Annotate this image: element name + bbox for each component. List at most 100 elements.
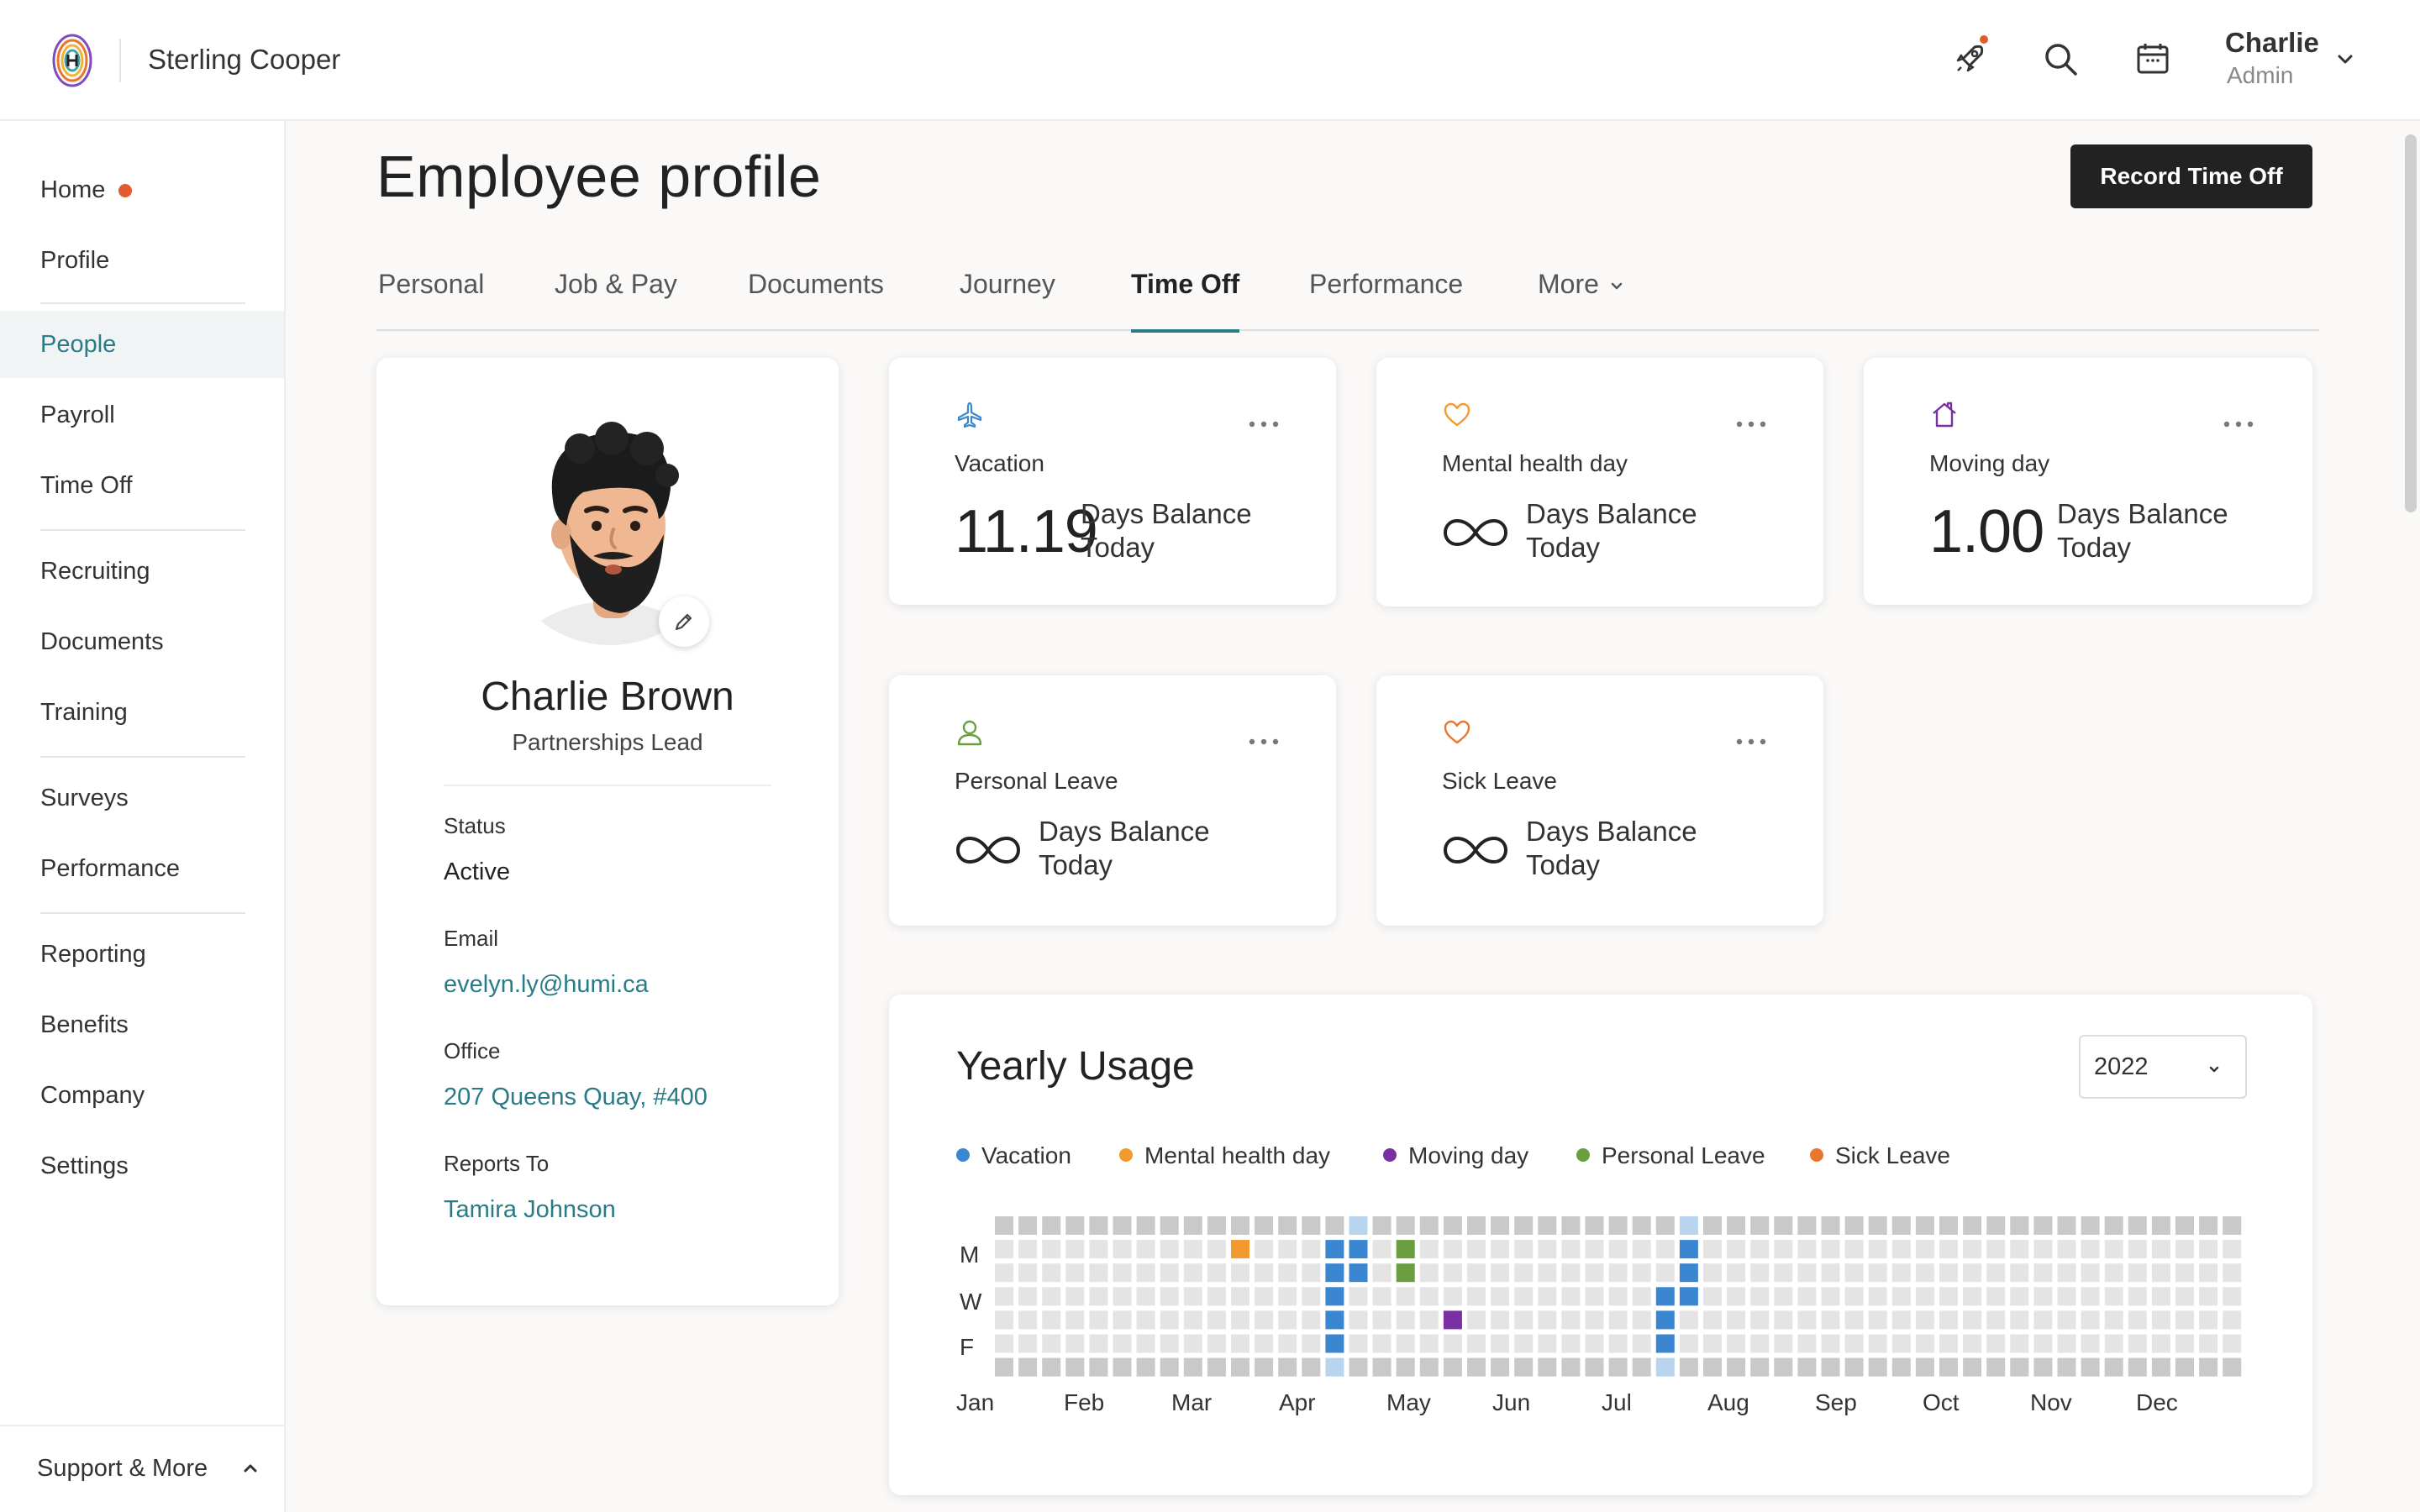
usage-cell-vacation[interactable]	[1349, 1263, 1368, 1283]
support-and-more-button[interactable]: Support & More	[0, 1425, 284, 1512]
usage-cell	[2199, 1357, 2218, 1377]
usage-cell	[1727, 1263, 1746, 1283]
usage-cell-vacation[interactable]	[1349, 1240, 1368, 1259]
legend-personal-leave: Personal Leave	[1576, 1142, 1765, 1169]
sidebar-item-benefits[interactable]: Benefits	[0, 991, 284, 1058]
usage-cell-vacation[interactable]	[1679, 1287, 1698, 1306]
year-select-value: 2022	[2094, 1053, 2149, 1080]
usage-cell	[1065, 1216, 1085, 1235]
sidebar-item-reporting[interactable]: Reporting	[0, 921, 284, 988]
usage-cell-holiday[interactable]	[1655, 1357, 1675, 1377]
sidebar-item-recruiting[interactable]: Recruiting	[0, 538, 284, 605]
more-options-icon[interactable]	[1734, 736, 1768, 748]
usage-cell-vacation[interactable]	[1679, 1263, 1698, 1283]
usage-cell-vacation[interactable]	[1655, 1287, 1675, 1306]
usage-cell	[1514, 1240, 1534, 1259]
office-link[interactable]: 207 Queens Quay, #400	[444, 1084, 708, 1110]
user-name[interactable]: Charlie	[2225, 27, 2319, 58]
rocket-button[interactable]	[1949, 35, 1990, 82]
usage-cell-personal-leave[interactable]	[1396, 1263, 1415, 1283]
usage-cell-vacation[interactable]	[1655, 1334, 1675, 1353]
usage-cell	[1042, 1240, 1061, 1259]
usage-cell-mental-health-day[interactable]	[1231, 1240, 1249, 1259]
sidebar-item-home[interactable]: Home	[0, 156, 284, 223]
usage-cell	[1160, 1216, 1179, 1235]
usage-cell-vacation[interactable]	[1325, 1334, 1344, 1353]
usage-cell-vacation[interactable]	[1325, 1263, 1344, 1283]
usage-cell	[2175, 1240, 2194, 1259]
usage-cell-vacation[interactable]	[1679, 1240, 1698, 1259]
usage-cell	[1585, 1216, 1604, 1235]
tab-journey[interactable]: Journey	[960, 269, 1055, 299]
usage-cell	[1255, 1216, 1274, 1235]
chevron-down-icon[interactable]	[2333, 47, 2358, 72]
usage-cell	[1302, 1287, 1321, 1306]
usage-cell	[1844, 1357, 1864, 1377]
usage-cell-holiday[interactable]	[1349, 1216, 1368, 1235]
year-select[interactable]: 2022	[2079, 1035, 2247, 1099]
tab-documents[interactable]: Documents	[748, 269, 884, 299]
email-link[interactable]: evelyn.ly@humi.ca	[444, 971, 649, 998]
sidebar-item-surveys[interactable]: Surveys	[0, 764, 284, 832]
sidebar-item-training[interactable]: Training	[0, 679, 284, 746]
more-options-icon[interactable]	[1734, 418, 1768, 430]
usage-cell	[1302, 1263, 1321, 1283]
tab-time-off[interactable]: Time Off	[1131, 269, 1240, 333]
usage-cell-holiday[interactable]	[1325, 1357, 1344, 1377]
usage-cell	[2057, 1310, 2076, 1330]
usage-cell-personal-leave[interactable]	[1396, 1240, 1415, 1259]
more-options-icon[interactable]	[2222, 418, 2255, 430]
usage-cell	[1750, 1357, 1770, 1377]
usage-cell	[1113, 1334, 1132, 1353]
usage-cell	[1065, 1263, 1085, 1283]
tab-more[interactable]: More	[1538, 269, 1626, 329]
record-time-off-button[interactable]: Record Time Off	[2070, 144, 2312, 208]
usage-cell	[1018, 1357, 1038, 1377]
calendar-button[interactable]	[2133, 39, 2173, 82]
sidebar-item-documents[interactable]: Documents	[0, 608, 284, 675]
usage-cell	[2104, 1334, 2123, 1353]
usage-cell	[2104, 1287, 2123, 1306]
usage-cell	[1868, 1310, 1887, 1330]
tab-performance[interactable]: Performance	[1309, 269, 1464, 299]
usage-cell	[1561, 1287, 1581, 1306]
usage-cell-holiday[interactable]	[1679, 1216, 1698, 1235]
sidebar-item-payroll[interactable]: Payroll	[0, 381, 284, 449]
usage-cell	[1963, 1263, 1982, 1283]
tab-job-pay[interactable]: Job & Pay	[555, 269, 677, 299]
edit-avatar-button[interactable]	[659, 596, 709, 647]
page-scrollbar-thumb[interactable]	[2405, 134, 2417, 512]
balance-unit: Days Balance Today	[1526, 498, 1697, 563]
usage-cell-vacation[interactable]	[1325, 1287, 1344, 1306]
sidebar-item-people[interactable]: People	[0, 311, 284, 378]
more-options-icon[interactable]	[1247, 418, 1281, 430]
humi-logo-icon[interactable]	[52, 34, 92, 87]
search-button[interactable]	[2040, 39, 2081, 82]
more-options-icon[interactable]	[1247, 736, 1281, 748]
sidebar-item-performance[interactable]: Performance	[0, 835, 284, 902]
usage-cell	[1419, 1216, 1439, 1235]
usage-cell-vacation[interactable]	[1325, 1240, 1344, 1259]
infinity-icon	[1443, 836, 1508, 864]
usage-cell-vacation[interactable]	[1655, 1310, 1675, 1330]
sidebar-item-label: Performance	[40, 855, 181, 882]
usage-cell	[2128, 1334, 2147, 1353]
sidebar-item-profile[interactable]: Profile	[0, 227, 284, 294]
usage-cell-vacation[interactable]	[1325, 1310, 1344, 1330]
tab-personal[interactable]: Personal	[378, 269, 485, 299]
usage-cell	[1774, 1357, 1793, 1377]
usage-cell-moving-day[interactable]	[1443, 1310, 1462, 1330]
legend-vacation: Vacation	[956, 1142, 1071, 1169]
usage-cell	[2033, 1334, 2053, 1353]
usage-cell	[1113, 1216, 1132, 1235]
legend-dot	[1383, 1147, 1397, 1162]
employee-name: Charlie Brown	[481, 675, 734, 719]
sidebar-item-time-off[interactable]: Time Off	[0, 452, 284, 519]
sidebar-item-company[interactable]: Company	[0, 1062, 284, 1129]
usage-cell	[2175, 1310, 2194, 1330]
usage-cell	[995, 1310, 1013, 1330]
reports-to-link[interactable]: Tamira Johnson	[444, 1196, 616, 1223]
sidebar-item-settings[interactable]: Settings	[0, 1132, 284, 1200]
usage-cell	[1467, 1240, 1486, 1259]
usage-cell	[1844, 1310, 1864, 1330]
